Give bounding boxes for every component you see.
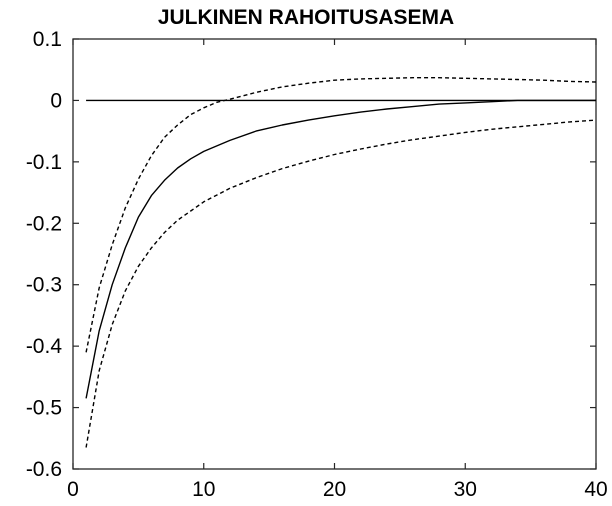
y-tick-label: -0.4 <box>26 335 63 358</box>
axes: 0.10-0.1-0.2-0.3-0.4-0.5-0.60 10 20 30 40 <box>26 28 608 501</box>
y-tick-label: -0.5 <box>26 397 62 420</box>
chart-title: JULKINEN RAHOITUSASEMA <box>157 6 455 29</box>
y-tick-label: -0.2 <box>26 212 62 235</box>
y-tick-label: -0.3 <box>26 274 62 297</box>
y-tick-label: 0.1 <box>33 28 62 51</box>
x-tick-label: 30 <box>454 478 477 501</box>
plot-frame <box>72 38 597 470</box>
y-tick-label: -0.1 <box>26 151 62 174</box>
x-tick-label: 10 <box>192 478 215 501</box>
lower-bound-line <box>85 119 597 448</box>
x-tick-label: 0 <box>67 478 79 501</box>
impulse-response-line <box>85 99 596 399</box>
series-layer <box>85 76 597 448</box>
y-tick-label: 0 <box>50 89 62 112</box>
upper-bound-line <box>85 76 597 353</box>
y-tick-label: -0.6 <box>26 458 62 481</box>
x-tick-label: 40 <box>584 478 607 501</box>
x-tick-label: 20 <box>323 478 346 501</box>
